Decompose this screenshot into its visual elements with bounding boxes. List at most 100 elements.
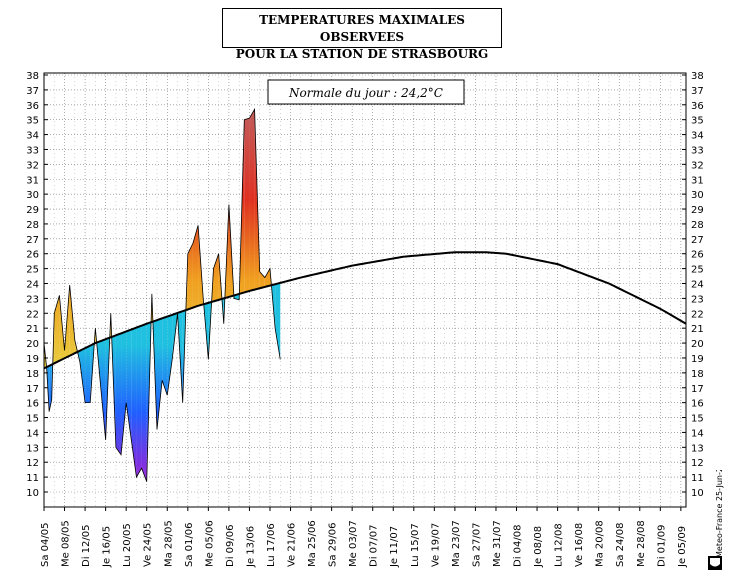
meteo-france-logo-icon [708,555,722,570]
temperature-fills [44,109,281,482]
x-tick-label: Sa 24/08 [615,523,626,567]
y-tick-label-right: 22 [691,309,704,320]
x-tick-label: Sa 27/07 [471,523,482,567]
x-tick-label: Ma 25/06 [307,520,318,567]
normal-label: Normale du jour : 24,2°C [288,86,443,100]
y-tick-label-right: 33 [691,145,704,156]
y-tick-label-right: 34 [691,131,704,142]
x-axis: Sa 04/05 Me 08/05 Di 12/05 Je 16/05 Lu 20/05… [40,507,688,568]
warm-anomaly-fill [249,109,255,291]
y-tick-label-right: 25 [691,265,704,276]
x-tick-label: Ma 28/05 [163,520,174,567]
y-tick-label-left: 16 [26,399,39,410]
x-tick-label: Me 03/07 [348,520,359,567]
normal-label-box: Normale du jour : 24,2°C [267,79,465,105]
x-tick-label: Ve 19/07 [430,523,441,567]
chart-title-line2: POUR LA STATION DE STRASBOURG [235,47,489,61]
y-tick-label-left: 38 [26,71,39,82]
y-tick-label-left: 36 [26,101,39,112]
y-tick-label-right: 18 [691,369,704,380]
x-tick-label: Me 28/08 [636,520,647,567]
cold-anomaly-fill [167,314,173,396]
warm-anomaly-fill [259,271,265,289]
warm-anomaly-fill [192,225,199,308]
y-tick-label-left: 35 [26,116,39,127]
y-tick-label-left: 25 [26,265,39,276]
cold-anomaly-fill [85,345,91,403]
x-tick-label: Lu 20/05 [122,523,133,567]
y-tick-label-right: 16 [691,399,704,410]
y-tick-label-left: 30 [26,190,39,201]
x-tick-label: Lu 17/06 [266,523,277,567]
plot-frame [43,72,687,508]
y-tick-label-left: 14 [26,428,39,439]
y-tick-label-right: 24 [691,280,704,291]
warm-anomaly-fill [187,243,193,310]
cold-anomaly-fill [136,325,142,478]
x-tick-label: Me 08/05 [61,520,72,567]
cold-anomaly-fill [141,323,147,482]
x-tick-label: Sa 01/06 [184,523,195,567]
x-tick-label: Sa 29/06 [328,523,339,567]
x-tick-label: Ma 20/08 [595,520,606,567]
y-tick-label-right: 37 [691,86,704,97]
y-tick-label-right: 21 [691,324,704,335]
cold-anomaly-fill [115,333,122,455]
x-tick-label: Di 12/05 [81,525,92,567]
cold-anomaly-fill [100,339,106,440]
y-tick-label-left: 33 [26,145,39,156]
y-tick-label-right: 36 [691,101,704,112]
y-tick-label-right: 28 [691,220,704,231]
y-axis-right: 10 11 12 13 14 15 16 17 18 19 20 21 22 23 24 25 26 27 28 29… [682,71,704,499]
x-tick-label: Di 09/06 [225,525,236,567]
y-tick-label-left: 28 [26,220,39,231]
credit-text: Meteo-France 25-Jun-2013 07:52 [715,470,724,558]
x-tick-label: Di 07/07 [369,525,380,567]
y-tick-label-right: 23 [691,294,704,305]
y-tick-label-right: 19 [691,354,704,365]
y-tick-label-left: 21 [26,324,39,335]
x-tick-label: Me 31/07 [492,520,503,567]
y-tick-label-right: 29 [691,205,704,216]
y-tick-label-left: 31 [26,175,39,186]
y-tick-label-right: 14 [691,428,704,439]
y-tick-label-left: 29 [26,205,39,216]
x-tick-label: Je 05/09 [677,526,688,568]
x-tick-label: Lu 15/07 [410,523,421,567]
chart-lines [43,107,687,482]
warm-anomaly-fill [244,118,250,293]
x-tick-label: Di 04/08 [513,525,524,567]
y-tick-label-left: 20 [26,339,39,350]
x-tick-label: Je 16/05 [102,526,113,568]
x-tick-label: Me 05/06 [204,520,215,567]
y-tick-label-left: 12 [26,458,39,469]
y-tick-label-right: 31 [691,175,704,186]
warm-anomaly-fill [264,268,270,287]
y-tick-label-left: 32 [26,160,39,171]
y-tick-label-right: 26 [691,250,704,261]
y-tick-label-left: 22 [26,309,39,320]
x-tick-label: Ve 24/05 [143,523,154,567]
chart-title-line1: TEMPERATURES MAXIMALES OBSERVEES [259,13,465,44]
y-tick-label-right: 10 [691,488,704,499]
y-tick-label-left: 19 [26,354,39,365]
y-tick-label-left: 11 [26,473,39,484]
y-tick-label-left: 24 [26,280,39,291]
y-tick-label-left: 37 [26,86,39,97]
y-tick-label-right: 17 [691,384,704,395]
normal-temperature-curve [43,251,687,370]
chart-grid [43,73,686,507]
y-tick-label-left: 34 [26,131,39,142]
y-tick-label-right: 11 [691,473,704,484]
y-tick-label-left: 27 [26,235,39,246]
x-tick-label: Je 08/08 [533,526,544,568]
y-axis-left: 10 11 12 13 14 15 16 17 18 19 20 21 22 23 24 25 26 27 28 29… [26,71,48,499]
x-tick-label: Je 11/07 [389,526,400,568]
y-tick-label-left: 13 [26,443,39,454]
cold-anomaly-fill [126,329,132,440]
cold-anomaly-fill [121,331,127,455]
y-tick-label-left: 15 [26,414,39,425]
cold-anomaly-fill [49,364,52,412]
credit-label: Meteo-France 25-Jun-2013 07:52 [715,470,724,558]
